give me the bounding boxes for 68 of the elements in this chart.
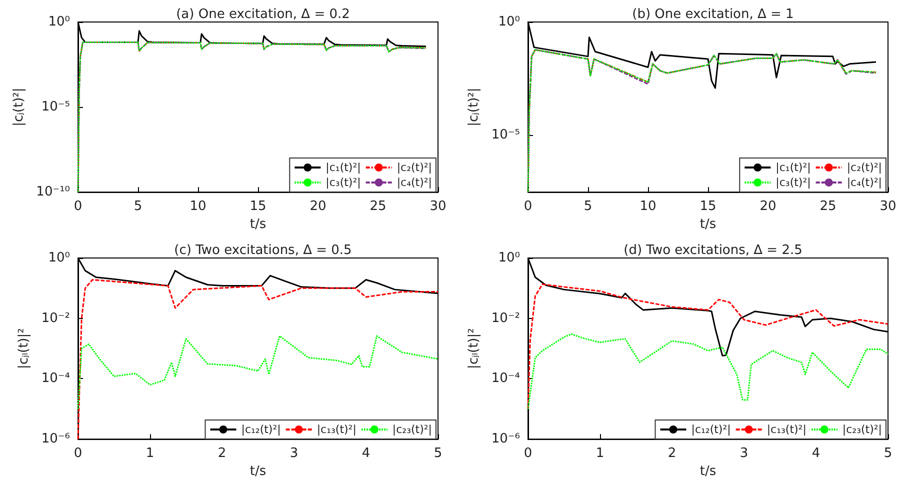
legend-label: |c₁₃(t)²| (766, 423, 806, 436)
y-tick-label: 10⁻⁶ (41, 432, 70, 447)
y-tick-label: 10⁻² (41, 310, 70, 326)
y-tick-label: 10⁰ (48, 14, 70, 30)
x-tick-label: 5 (434, 446, 442, 462)
y-tick-label: 10⁻⁴ (41, 371, 70, 386)
legend-label: |c₂₃(t)²| (842, 423, 882, 436)
legend-label: |c₂₃(t)²| (392, 423, 432, 436)
x-tick-label: 10 (190, 199, 206, 214)
y-tick-label: 10⁻⁵ (41, 100, 70, 115)
chart-title: (b) One excitation, Δ = 1 (632, 7, 794, 22)
y-tick-label: 10⁻¹⁰ (36, 184, 70, 200)
x-tick-label: 5 (134, 199, 142, 214)
x-axis-title: t/s (250, 217, 266, 232)
x-tick-label: 0 (524, 199, 532, 214)
legend-label: |c₃(t)²| (326, 176, 361, 189)
x-tick-label: 0 (74, 199, 82, 214)
x-tick-label: 20 (310, 199, 326, 214)
legend-label: |c₂(t)²| (846, 161, 882, 174)
legend-label: |c₁₂(t)²| (241, 423, 281, 436)
x-tick-label: 2 (668, 446, 676, 462)
x-tick-label: 15 (250, 199, 266, 214)
y-tick-label: 10⁰ (498, 14, 520, 30)
x-tick-label: 30 (430, 199, 446, 214)
chart-title: (c) Two excitations, Δ = 0.5 (174, 243, 352, 258)
x-tick-label: 30 (880, 199, 896, 214)
legend-label: |c₄(t)²| (396, 176, 432, 189)
chart-title: (d) Two excitations, Δ = 2.5 (624, 243, 802, 258)
x-tick-label: 1 (146, 446, 154, 462)
y-tick-label: 10⁻⁵ (491, 128, 520, 143)
x-axis-title: t/s (250, 464, 266, 479)
y-tick-label: 10⁰ (48, 250, 70, 266)
legend-label: |c₁₂(t)²| (691, 423, 731, 436)
x-tick-label: 4 (812, 446, 820, 462)
line-series (77, 335, 439, 410)
x-tick-label: 0 (74, 446, 82, 462)
x-tick-label: 0 (524, 446, 532, 462)
x-tick-label: 25 (820, 199, 836, 214)
x-tick-label: 10 (640, 199, 656, 214)
x-tick-label: 5 (584, 199, 592, 214)
line-series (527, 284, 889, 410)
line-series (527, 333, 889, 410)
legend-label: |c₁₃(t)²| (316, 423, 356, 436)
legend-label: |c₁(t)²| (326, 161, 361, 174)
x-axis-title: t/s (700, 217, 716, 232)
x-tick-label: 20 (760, 199, 776, 214)
legend-label: |c₁(t)²| (776, 161, 811, 174)
x-tick-label: 3 (290, 446, 298, 462)
y-tick-label: 10⁻² (491, 310, 520, 326)
x-tick-label: 1 (596, 446, 604, 462)
x-tick-label: 2 (218, 446, 226, 462)
y-axis-title: |cⱼₗ(t)|² (466, 328, 482, 369)
y-axis-title: |cⱼ(t)²| (466, 88, 482, 126)
legend-label: |c₂(t)²| (396, 161, 432, 174)
y-tick-label: 10⁻⁴ (491, 371, 520, 386)
y-axis-title: |cⱼ(t)²| (11, 88, 26, 126)
x-tick-label: 4 (362, 446, 370, 462)
x-tick-label: 15 (700, 199, 716, 214)
legend-label: |c₄(t)²| (846, 176, 882, 189)
y-axis-title: |cⱼₗ(t)|² (16, 328, 32, 369)
x-tick-label: 25 (370, 199, 386, 214)
x-tick-label: 3 (740, 446, 748, 462)
y-tick-label: 10⁻⁶ (491, 432, 520, 447)
legend-label: |c₃(t)²| (776, 176, 811, 189)
x-tick-label: 5 (884, 446, 892, 462)
y-tick-label: 10⁰ (498, 250, 520, 266)
chart-title: (a) One excitation, Δ = 0.2 (176, 7, 350, 22)
x-axis-title: t/s (700, 464, 716, 479)
